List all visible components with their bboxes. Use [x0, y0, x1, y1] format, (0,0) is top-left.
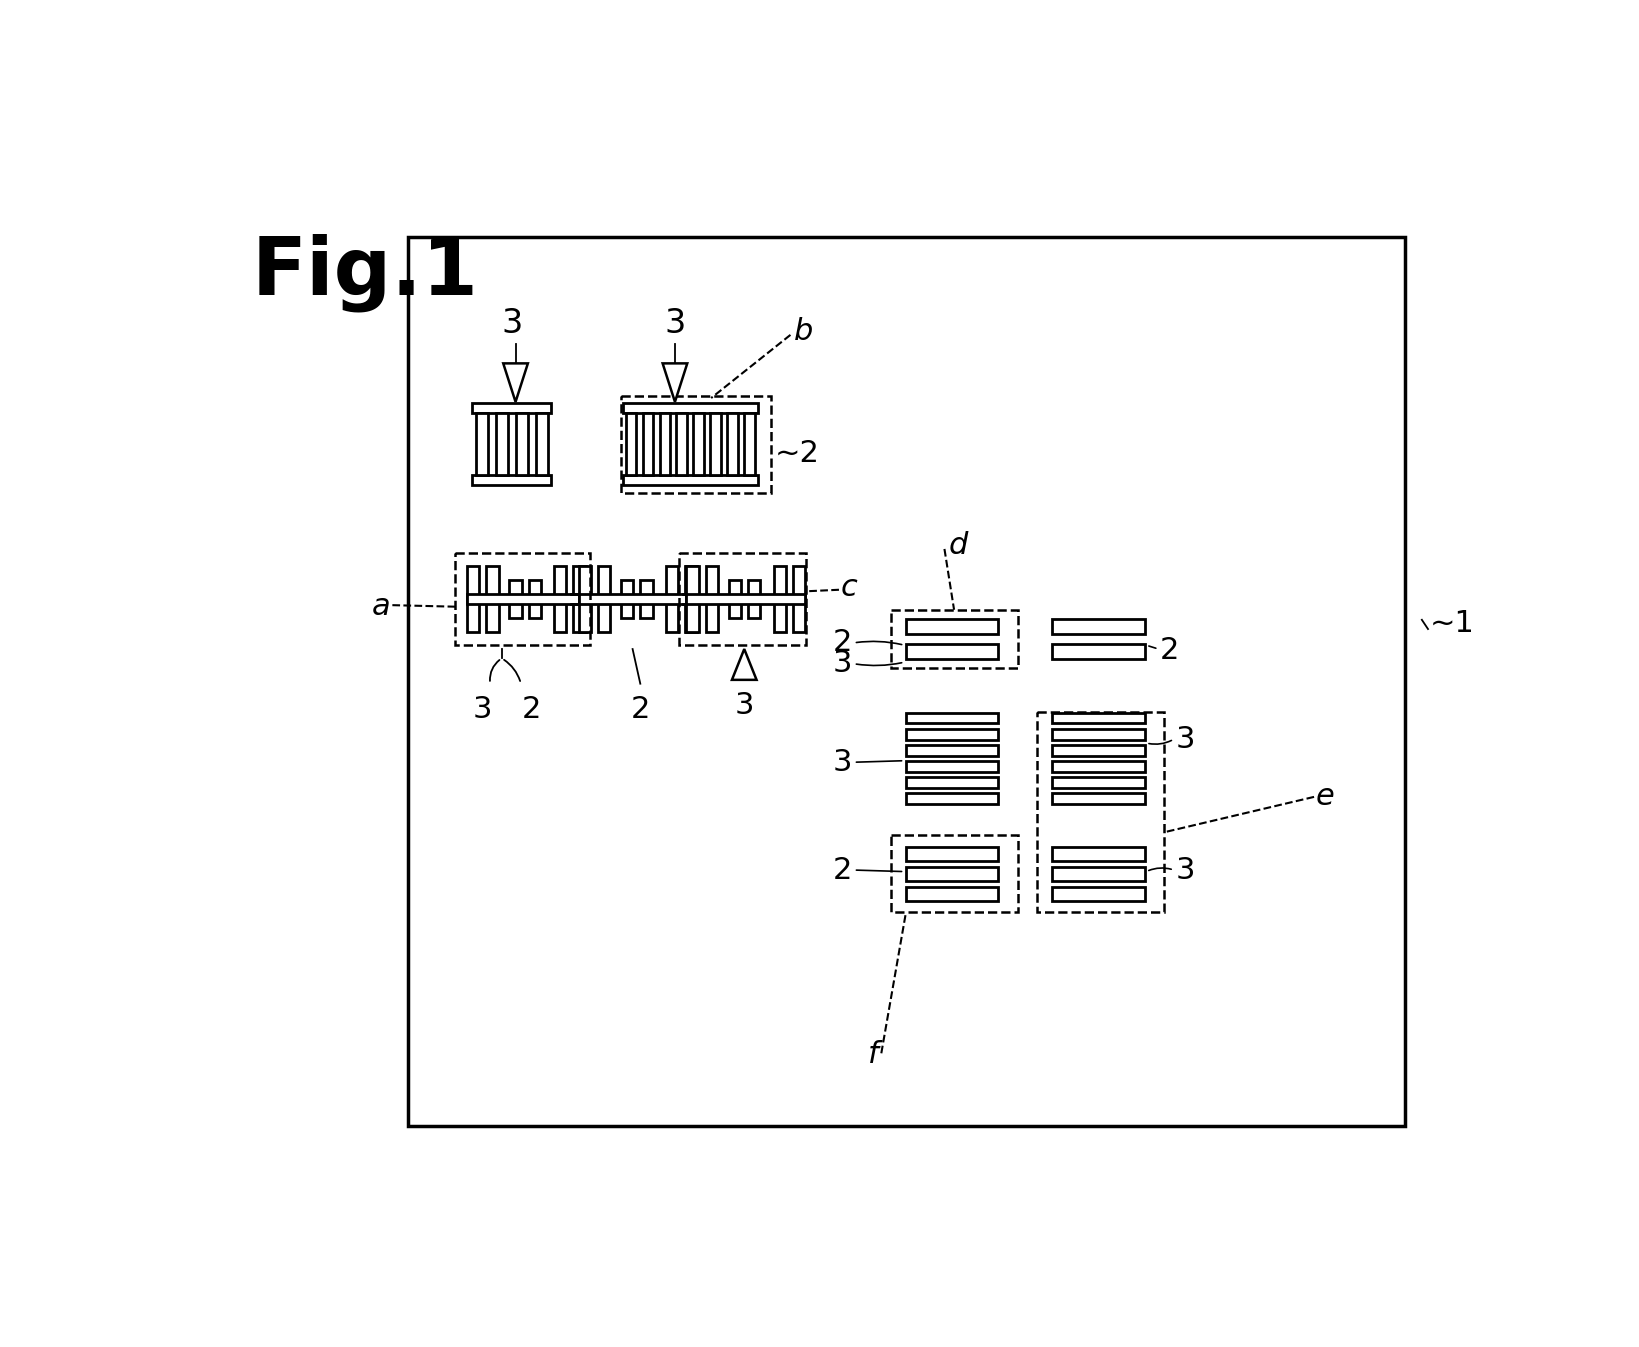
Bar: [1052, 867, 1144, 881]
Bar: [675, 414, 687, 475]
Bar: [408, 237, 1405, 1126]
Bar: [467, 594, 585, 605]
Bar: [472, 475, 551, 485]
Bar: [1052, 777, 1144, 788]
Bar: [536, 414, 547, 475]
Text: 3: 3: [833, 748, 852, 777]
Text: 2: 2: [833, 629, 852, 657]
Text: 3: 3: [1175, 725, 1195, 753]
Bar: [456, 552, 590, 645]
Bar: [905, 777, 998, 788]
Bar: [774, 566, 785, 632]
Bar: [905, 793, 998, 804]
Text: Fig.1: Fig.1: [251, 233, 479, 311]
Bar: [467, 566, 479, 632]
Bar: [1052, 761, 1144, 772]
Bar: [1052, 713, 1144, 723]
Bar: [905, 644, 998, 659]
Bar: [747, 579, 760, 618]
Bar: [1036, 713, 1164, 912]
Bar: [890, 610, 1016, 668]
Bar: [1052, 793, 1144, 804]
Bar: [685, 566, 697, 632]
Bar: [905, 745, 998, 756]
Bar: [679, 552, 805, 645]
Text: e: e: [1314, 783, 1334, 811]
Bar: [890, 835, 1016, 912]
Bar: [639, 579, 652, 618]
Text: 3: 3: [833, 649, 852, 678]
Bar: [515, 414, 528, 475]
Bar: [495, 414, 508, 475]
Text: 3: 3: [472, 695, 492, 725]
Text: 3: 3: [502, 307, 521, 341]
Polygon shape: [503, 364, 528, 401]
Text: 2: 2: [833, 855, 852, 885]
Bar: [510, 579, 521, 618]
Bar: [621, 579, 633, 618]
Bar: [687, 566, 698, 632]
Bar: [528, 579, 541, 618]
Bar: [1052, 886, 1144, 901]
Bar: [623, 475, 757, 485]
Text: a: a: [370, 593, 390, 621]
Bar: [554, 566, 565, 632]
Text: 3: 3: [734, 691, 754, 721]
Bar: [1052, 847, 1144, 861]
Bar: [659, 414, 670, 475]
Bar: [905, 620, 998, 634]
Bar: [487, 566, 498, 632]
Bar: [792, 566, 805, 632]
Bar: [1052, 745, 1144, 756]
Text: 2: 2: [1159, 636, 1178, 665]
Bar: [905, 886, 998, 901]
Text: 2: 2: [631, 695, 649, 725]
Text: 2: 2: [521, 695, 541, 725]
Bar: [744, 414, 754, 475]
Text: d: d: [947, 531, 967, 559]
Text: f: f: [867, 1040, 879, 1070]
Text: c: c: [841, 572, 857, 602]
Bar: [626, 414, 636, 475]
Bar: [710, 414, 721, 475]
Bar: [574, 566, 585, 632]
Text: ~2: ~2: [775, 439, 820, 469]
Bar: [475, 414, 487, 475]
Text: ~1: ~1: [1429, 609, 1473, 638]
Bar: [1052, 644, 1144, 659]
Text: b: b: [793, 317, 813, 346]
Polygon shape: [731, 649, 756, 680]
Bar: [905, 847, 998, 861]
Bar: [726, 414, 738, 475]
Bar: [665, 566, 677, 632]
Bar: [623, 403, 757, 414]
Bar: [905, 729, 998, 740]
Bar: [579, 566, 590, 632]
Bar: [693, 414, 703, 475]
Bar: [687, 594, 805, 605]
Bar: [621, 396, 770, 493]
Bar: [1052, 620, 1144, 634]
Bar: [642, 414, 652, 475]
Text: 3: 3: [664, 307, 685, 341]
Bar: [1052, 729, 1144, 740]
Bar: [905, 867, 998, 881]
Bar: [598, 566, 610, 632]
Bar: [472, 403, 551, 414]
Bar: [905, 761, 998, 772]
Bar: [705, 566, 718, 632]
Text: 3: 3: [1175, 855, 1195, 885]
Bar: [728, 579, 741, 618]
Polygon shape: [662, 364, 687, 401]
Bar: [579, 594, 697, 605]
Bar: [905, 713, 998, 723]
